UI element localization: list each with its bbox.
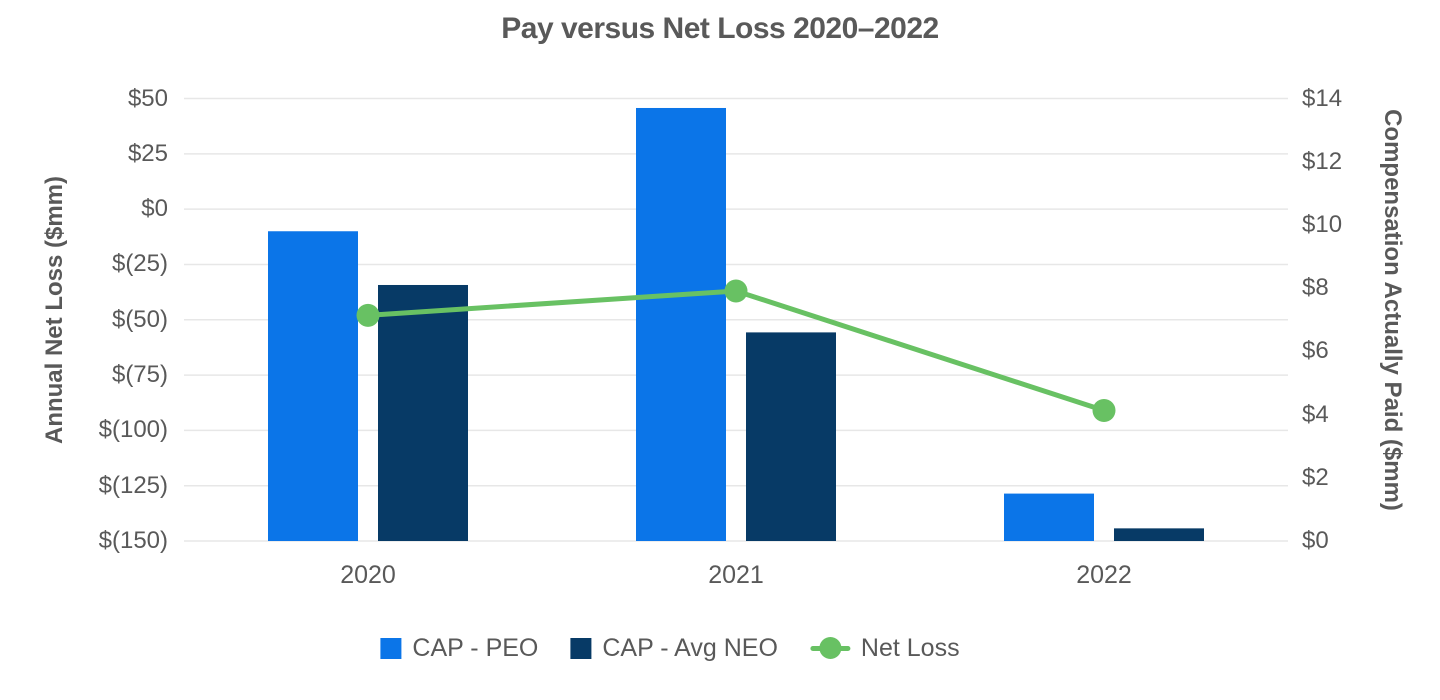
left-axis-tick: $(50) [111,305,168,333]
left-axis-tick: $0 [141,195,168,223]
bar-cap-peo-2020 [268,231,358,541]
chart-title: Pay versus Net Loss 2020–2022 [501,12,939,45]
right-axis-tick: $2 [1302,463,1329,491]
bar-cap-avg-neo-2021 [746,332,836,541]
x-axis-label-2022: 2022 [1076,561,1132,589]
right-axis-tick: $6 [1302,337,1329,365]
legend-label-net-loss: Net Loss [860,633,960,662]
bar-cap-avg-neo-2022 [1114,528,1204,541]
left-axis-tick: $(125) [98,471,168,499]
right-axis-tick: $8 [1302,274,1329,302]
right-axis-tick: $10 [1302,210,1343,238]
x-axis-label-2020: 2020 [340,561,396,589]
net-loss-point-2022 [1092,398,1116,422]
legend-label-cap-avg-neo: CAP - Avg NEO [602,633,778,662]
left-axis-tick: $(25) [111,250,168,278]
legend-label-cap-peo: CAP - PEO [412,633,539,662]
net-loss-point-2020 [356,303,380,327]
left-axis-tick: $(150) [98,527,168,554]
right-axis-tick: $0 [1302,527,1329,554]
cap-peo-swatch-icon [380,637,402,659]
right-axis-tick: $14 [1302,84,1343,112]
legend-item-cap-avg-neo[interactable]: CAP - Avg NEO [570,634,778,663]
right-axis-tick: $12 [1302,147,1343,175]
left-axis-tick: $(75) [111,361,168,389]
left-axis-tick: $25 [127,139,168,167]
x-axis-label-2021: 2021 [708,561,764,589]
legend-item-net-loss[interactable]: Net Loss [809,633,960,663]
net-loss-line-marker-icon [809,637,850,659]
legend: CAP - PEO CAP - Avg NEO Net Loss [380,631,960,665]
net-loss-line [367,288,1105,413]
left-axis-tick: $(100) [98,416,168,444]
bar-cap-peo-2022 [1004,493,1094,541]
right-axis-tick: $4 [1302,400,1329,428]
bar-cap-avg-neo-2020 [378,284,468,541]
left-axis-tick: $50 [127,84,168,112]
net-loss-point-2021 [724,279,748,303]
cap-avg-neo-swatch-icon [570,637,592,659]
bar-cap-peo-2021 [636,107,726,541]
legend-item-cap-peo[interactable]: CAP - PEO [380,634,538,663]
